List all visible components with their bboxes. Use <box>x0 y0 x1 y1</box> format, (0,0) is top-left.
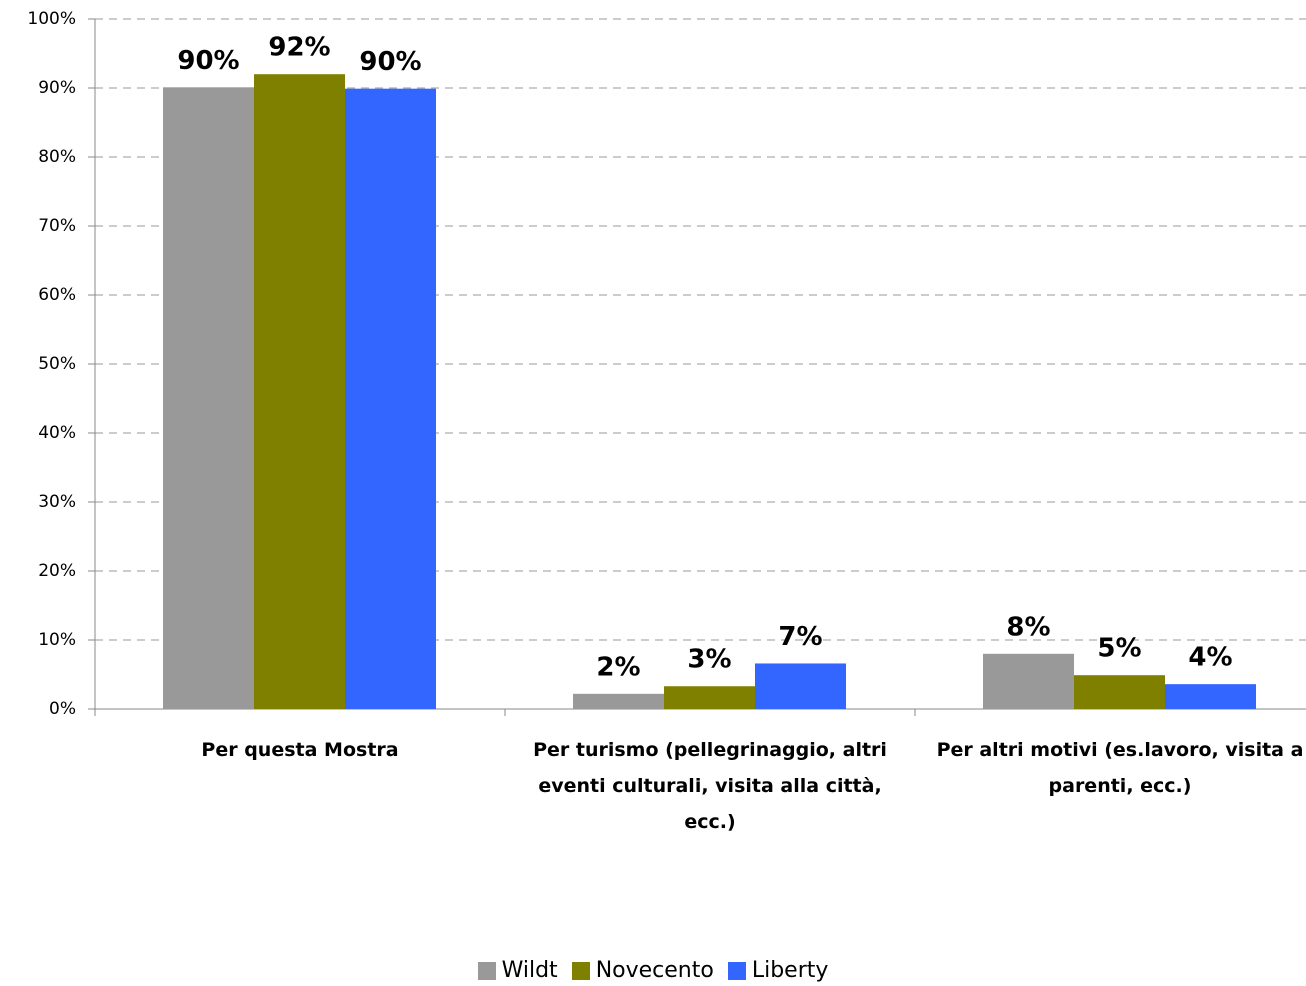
bar <box>664 686 755 709</box>
y-tick-label: 60% <box>38 285 76 305</box>
y-tick-label: 30% <box>38 492 76 512</box>
bar <box>1165 684 1256 709</box>
data-label: 90% <box>359 47 421 77</box>
y-tick-label: 90% <box>38 78 76 98</box>
legend-swatch <box>727 961 746 980</box>
data-label: 8% <box>1006 612 1050 642</box>
x-tick-label: Per altri motivi (es.lavoro, visita a pa… <box>936 739 1304 797</box>
data-label: 5% <box>1097 634 1141 664</box>
y-tick-label: 100% <box>27 9 76 29</box>
bar <box>163 87 254 709</box>
bar <box>983 653 1074 709</box>
legend-item: Liberty <box>727 958 829 983</box>
data-label: 3% <box>687 645 731 675</box>
data-label: 4% <box>1188 643 1232 673</box>
data-label: 92% <box>268 33 330 63</box>
x-tick-label: Per questa Mostra <box>201 739 399 761</box>
legend-item: Novecento <box>571 958 714 983</box>
legend-swatch <box>571 961 590 980</box>
legend-item: Wildt <box>477 958 558 983</box>
bar <box>755 663 846 709</box>
y-tick-label: 80% <box>38 147 76 167</box>
bar <box>573 693 664 709</box>
data-label: 7% <box>778 622 822 652</box>
bar <box>254 74 345 709</box>
y-tick-label: 0% <box>49 699 76 719</box>
y-tick-label: 70% <box>38 216 76 236</box>
legend-label: Wildt <box>501 958 558 983</box>
legend-swatch <box>477 961 496 980</box>
y-tick-label: 40% <box>38 423 76 443</box>
data-label: 2% <box>596 652 640 682</box>
legend-label: Liberty <box>751 958 829 983</box>
y-tick-label: 20% <box>38 561 76 581</box>
x-tick-label: Per turismo (pellegrinaggio, altri event… <box>533 739 887 833</box>
y-tick-label: 10% <box>38 630 76 650</box>
legend-label: Novecento <box>595 958 714 983</box>
bar <box>345 88 436 709</box>
data-label: 90% <box>177 46 239 76</box>
bar <box>1074 675 1165 709</box>
legend: Wildt Novecento Liberty <box>0 958 1306 983</box>
y-tick-label: 50% <box>38 354 76 374</box>
